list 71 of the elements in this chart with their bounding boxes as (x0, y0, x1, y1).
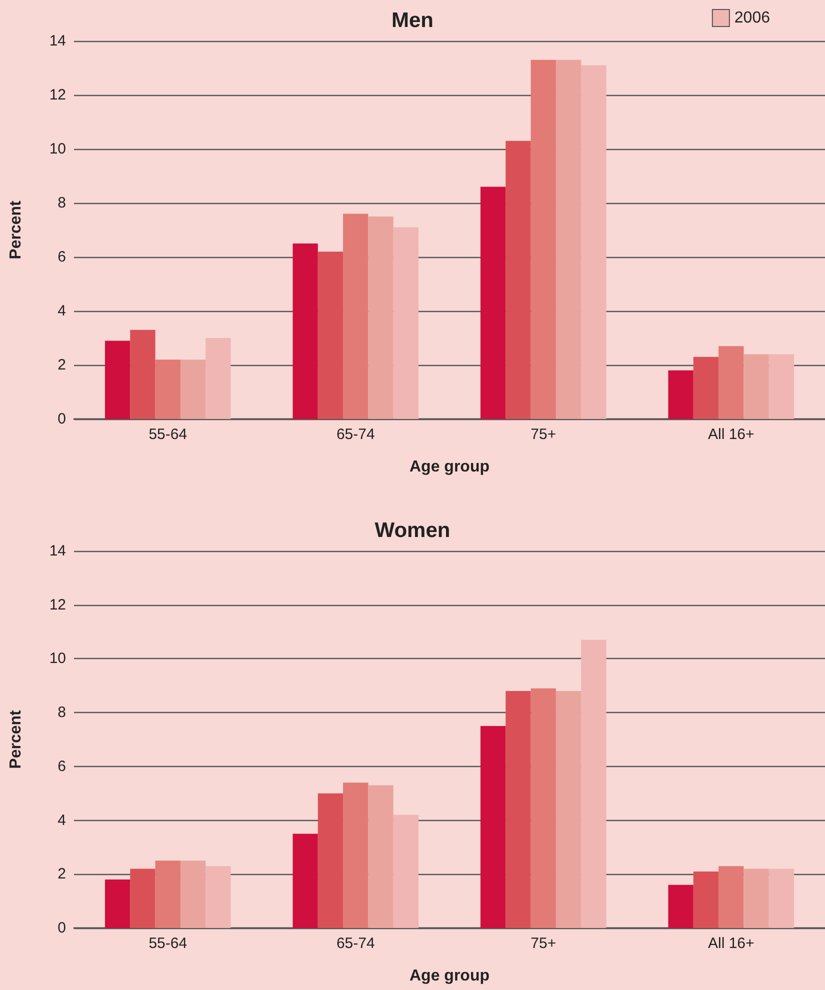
x-tick-label: 55-64 (148, 935, 188, 952)
y-tick-label: 2 (58, 866, 66, 883)
x-tick-label: 75+ (530, 935, 556, 952)
bar (155, 360, 180, 419)
bar (180, 860, 206, 928)
y-tick-label: 0 (58, 920, 66, 936)
bar (343, 782, 368, 928)
y-tick-label: 8 (58, 704, 66, 722)
x-tick-label: 55-64 (148, 426, 188, 443)
y-tick-label: 6 (58, 758, 66, 775)
y-tick-label: 14 (49, 542, 66, 560)
bar (768, 354, 794, 419)
x-tick-label: 65-74 (336, 426, 375, 443)
bar (506, 140, 531, 419)
bar (530, 60, 556, 419)
bar (668, 370, 694, 419)
bar (480, 186, 506, 419)
y-tick-label: 12 (49, 596, 66, 614)
bar (744, 868, 769, 928)
x-tick-label: All 16+ (708, 426, 754, 443)
y-tick-label: 10 (49, 650, 66, 668)
bar (155, 860, 180, 928)
bar (292, 834, 318, 928)
x-tick-label: 65-74 (336, 935, 375, 952)
bar (744, 354, 769, 419)
bar (718, 866, 744, 928)
bar (318, 252, 344, 419)
y-tick-label: 2 (58, 356, 66, 374)
bar (292, 244, 318, 419)
bar (318, 793, 344, 928)
y-tick-label: 0 (58, 410, 66, 428)
bar (343, 214, 368, 419)
bar (104, 340, 130, 419)
bar (130, 868, 156, 928)
bar (693, 356, 719, 419)
bar (206, 866, 231, 928)
y-tick-label: 8 (58, 194, 66, 212)
bar (530, 688, 556, 928)
x-axis-title: Age group (410, 968, 490, 984)
chart-title: Men (392, 9, 434, 32)
bar (393, 814, 419, 928)
bar (368, 785, 394, 928)
y-tick-label: 4 (58, 302, 66, 320)
y-tick-label: 10 (49, 140, 66, 158)
x-tick-label: 75+ (530, 426, 556, 443)
bar (130, 330, 156, 419)
y-axis-title: Percent (8, 200, 24, 260)
y-tick-label: 14 (49, 32, 66, 50)
bar (480, 726, 506, 928)
x-axis-title: Age group (410, 458, 490, 476)
bar (368, 216, 394, 419)
bar (556, 691, 582, 928)
bar (581, 640, 606, 928)
x-tick-label: All 16+ (708, 935, 754, 952)
bar (206, 338, 231, 419)
y-tick-label: 12 (49, 86, 66, 104)
bar (104, 880, 130, 928)
y-tick-label: 6 (58, 248, 66, 266)
bar (506, 691, 531, 928)
bar (668, 884, 694, 928)
y-tick-label: 4 (58, 812, 66, 829)
chart-title: Women (374, 519, 450, 542)
bar (393, 227, 419, 419)
bar (718, 346, 744, 419)
bar (581, 65, 606, 419)
bar (768, 868, 794, 928)
legend-label: 2006 (734, 10, 770, 26)
bar (180, 360, 206, 419)
bar (556, 60, 582, 419)
bar (693, 871, 719, 928)
y-axis-title: Percent (8, 709, 24, 769)
